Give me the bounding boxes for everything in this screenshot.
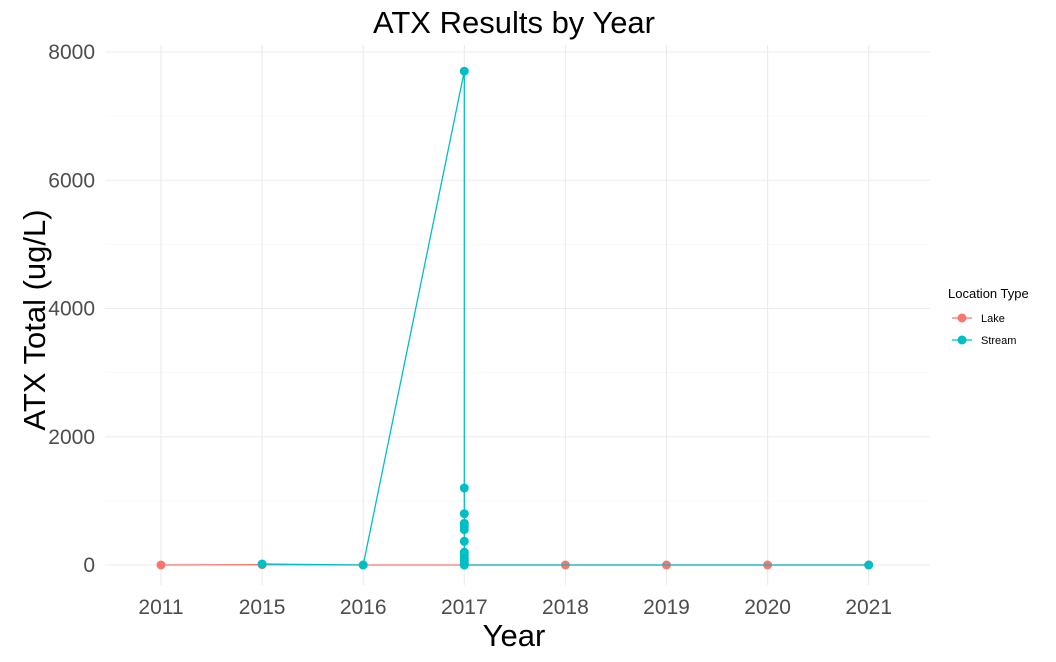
data-point-lake [156, 560, 166, 570]
series-layer [156, 66, 874, 570]
data-point-stream [459, 509, 469, 519]
x-tick-label: 2019 [643, 596, 690, 619]
legend-label: Stream [981, 335, 1016, 347]
data-point-stream [459, 560, 469, 570]
legend-title: Location Type [948, 286, 1029, 301]
data-point-stream [358, 560, 368, 570]
data-point-stream [257, 559, 267, 569]
y-tick-label: 4000 [48, 298, 95, 321]
legend-key-point [957, 335, 967, 345]
series-stream [257, 66, 874, 570]
data-point-stream [459, 66, 469, 76]
x-axis-ticks: 2011 2015 2016 2017 2018 2019 2020 2021 [138, 596, 892, 619]
y-tick-label: 0 [83, 554, 95, 577]
x-tick-label: 2016 [340, 596, 387, 619]
x-axis-title: Year [483, 618, 546, 653]
x-tick-label: 2011 [138, 596, 183, 619]
x-tick-label: 2020 [744, 596, 791, 619]
data-point-stream [459, 483, 469, 493]
x-tick-label: 2015 [239, 596, 286, 619]
y-tick-label: 8000 [48, 41, 95, 64]
data-point-stream [459, 536, 469, 546]
x-tick-label: 2017 [441, 596, 488, 619]
grid [105, 45, 930, 585]
y-tick-label: 6000 [48, 169, 95, 192]
x-tick-label: 2021 [845, 596, 892, 619]
data-point-stream [864, 560, 874, 570]
chart-title: ATX Results by Year [373, 5, 655, 40]
x-tick-label: 2018 [542, 596, 589, 619]
data-point-stream [459, 525, 469, 535]
legend-item-lake: Lake [952, 313, 1005, 325]
y-axis-title: ATX Total (ug/L) [17, 209, 52, 430]
y-axis-ticks: 0 2000 4000 6000 8000 [48, 41, 95, 577]
y-tick-label: 2000 [48, 426, 95, 449]
legend: Location Type Lake Stream [948, 286, 1029, 347]
legend-label: Lake [981, 313, 1005, 325]
legend-key-point [957, 313, 967, 323]
legend-item-stream: Stream [952, 335, 1016, 347]
